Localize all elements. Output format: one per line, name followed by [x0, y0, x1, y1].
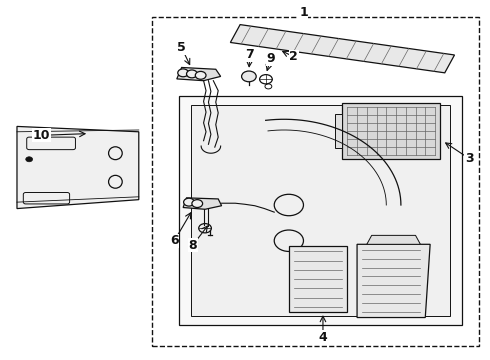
Polygon shape — [17, 126, 139, 208]
Polygon shape — [343, 103, 440, 158]
Circle shape — [242, 71, 256, 82]
Text: 6: 6 — [170, 234, 179, 247]
Text: 10: 10 — [33, 129, 50, 142]
Polygon shape — [367, 235, 420, 244]
Polygon shape — [335, 114, 343, 148]
Polygon shape — [179, 96, 462, 325]
Text: 9: 9 — [267, 52, 275, 65]
Text: 8: 8 — [189, 239, 197, 252]
Polygon shape — [289, 246, 347, 312]
Circle shape — [196, 71, 206, 79]
Polygon shape — [357, 244, 430, 318]
Circle shape — [26, 157, 32, 162]
Text: 3: 3 — [465, 152, 473, 165]
Text: 1: 1 — [299, 6, 308, 19]
Text: 4: 4 — [318, 331, 327, 344]
Text: 7: 7 — [245, 49, 254, 62]
Text: 5: 5 — [177, 41, 186, 54]
Polygon shape — [183, 198, 221, 209]
Circle shape — [187, 70, 197, 78]
Circle shape — [184, 198, 195, 206]
Circle shape — [192, 200, 202, 207]
Polygon shape — [192, 105, 450, 316]
Polygon shape — [177, 67, 220, 81]
Text: 2: 2 — [290, 50, 298, 63]
Polygon shape — [230, 24, 455, 73]
Circle shape — [178, 69, 189, 77]
